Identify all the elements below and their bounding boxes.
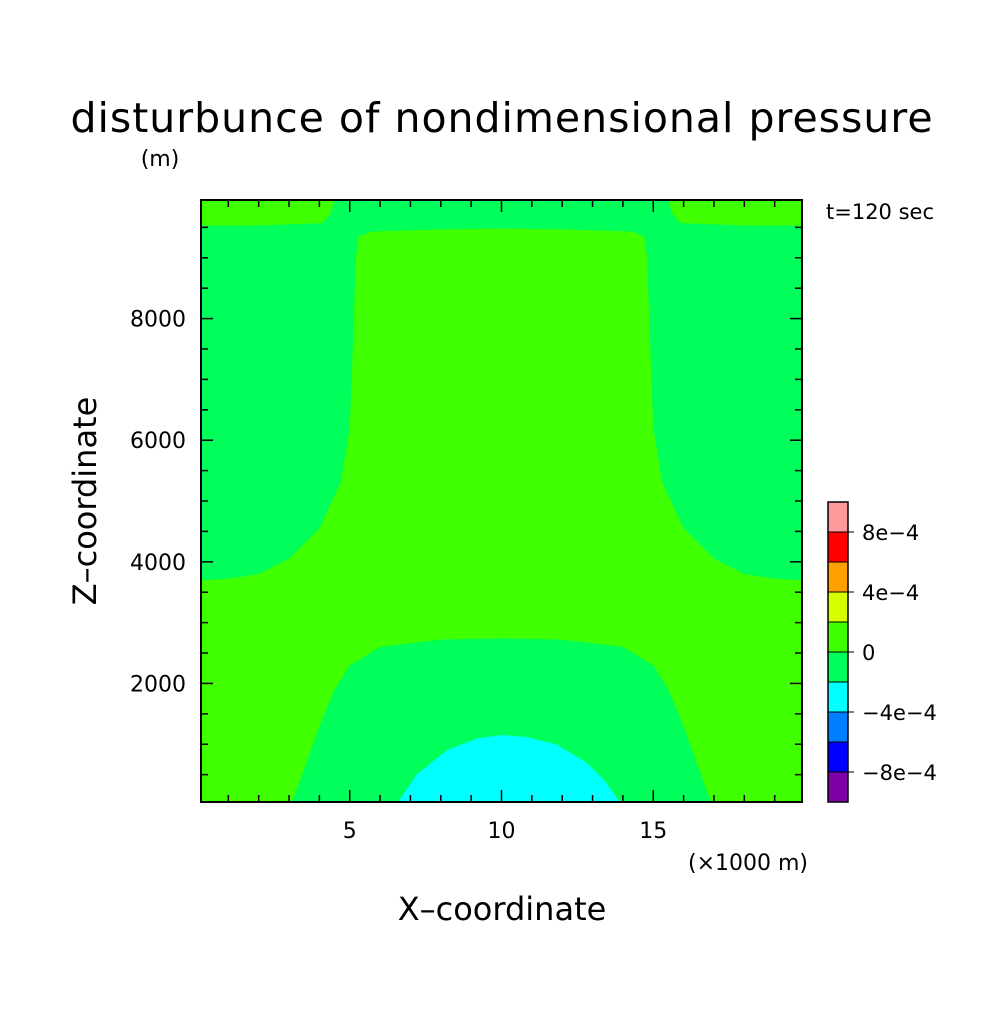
colorbar-swatch: [827, 501, 849, 533]
y-axis-label: Z–coordinate: [66, 397, 104, 606]
colorbar-label: 4e−4: [862, 581, 919, 605]
contour-region-2: [398, 735, 620, 802]
colorbar: −8e−4 −4e−4 0 4e−4 8e−4: [827, 501, 937, 803]
colorbar-label: 0: [862, 641, 875, 665]
colorbar-label: 8e−4: [862, 521, 919, 545]
x-tick-label: 15: [639, 819, 667, 844]
x-tick-label: 10: [488, 819, 516, 844]
contour-region-1: [292, 638, 711, 802]
y-tick-label: 4000: [130, 551, 186, 576]
x-tick-label: 5: [343, 819, 357, 844]
colorbar-label: −4e−4: [862, 701, 937, 725]
y-tick-label: 6000: [130, 429, 186, 454]
y-tick-label: 2000: [130, 672, 186, 697]
contour-region-0: [201, 200, 802, 581]
colorbar-swatch: [827, 531, 849, 563]
x-axis-label: X–coordinate: [398, 890, 607, 928]
x-unit-label: (×1000 m): [688, 851, 808, 876]
colorbar-swatch: [827, 621, 849, 653]
colorbar-label: −8e−4: [862, 761, 937, 785]
colorbar-swatch: [827, 651, 849, 683]
y-unit-label: (m): [141, 147, 180, 172]
chart-title: disturbunce of nondimensional pressure: [70, 94, 933, 142]
y-tick-label: 8000: [130, 308, 186, 333]
colorbar-swatch: [827, 561, 849, 593]
colorbar-swatch: [827, 711, 849, 743]
colorbar-swatch: [827, 681, 849, 713]
colorbar-swatch: [827, 771, 849, 803]
colorbar-swatch: [827, 591, 849, 623]
colorbar-swatch: [827, 741, 849, 773]
plot-area: 5 10 15 2000 4000 6000 8000: [130, 199, 803, 844]
time-label: t=120 sec: [826, 200, 934, 224]
